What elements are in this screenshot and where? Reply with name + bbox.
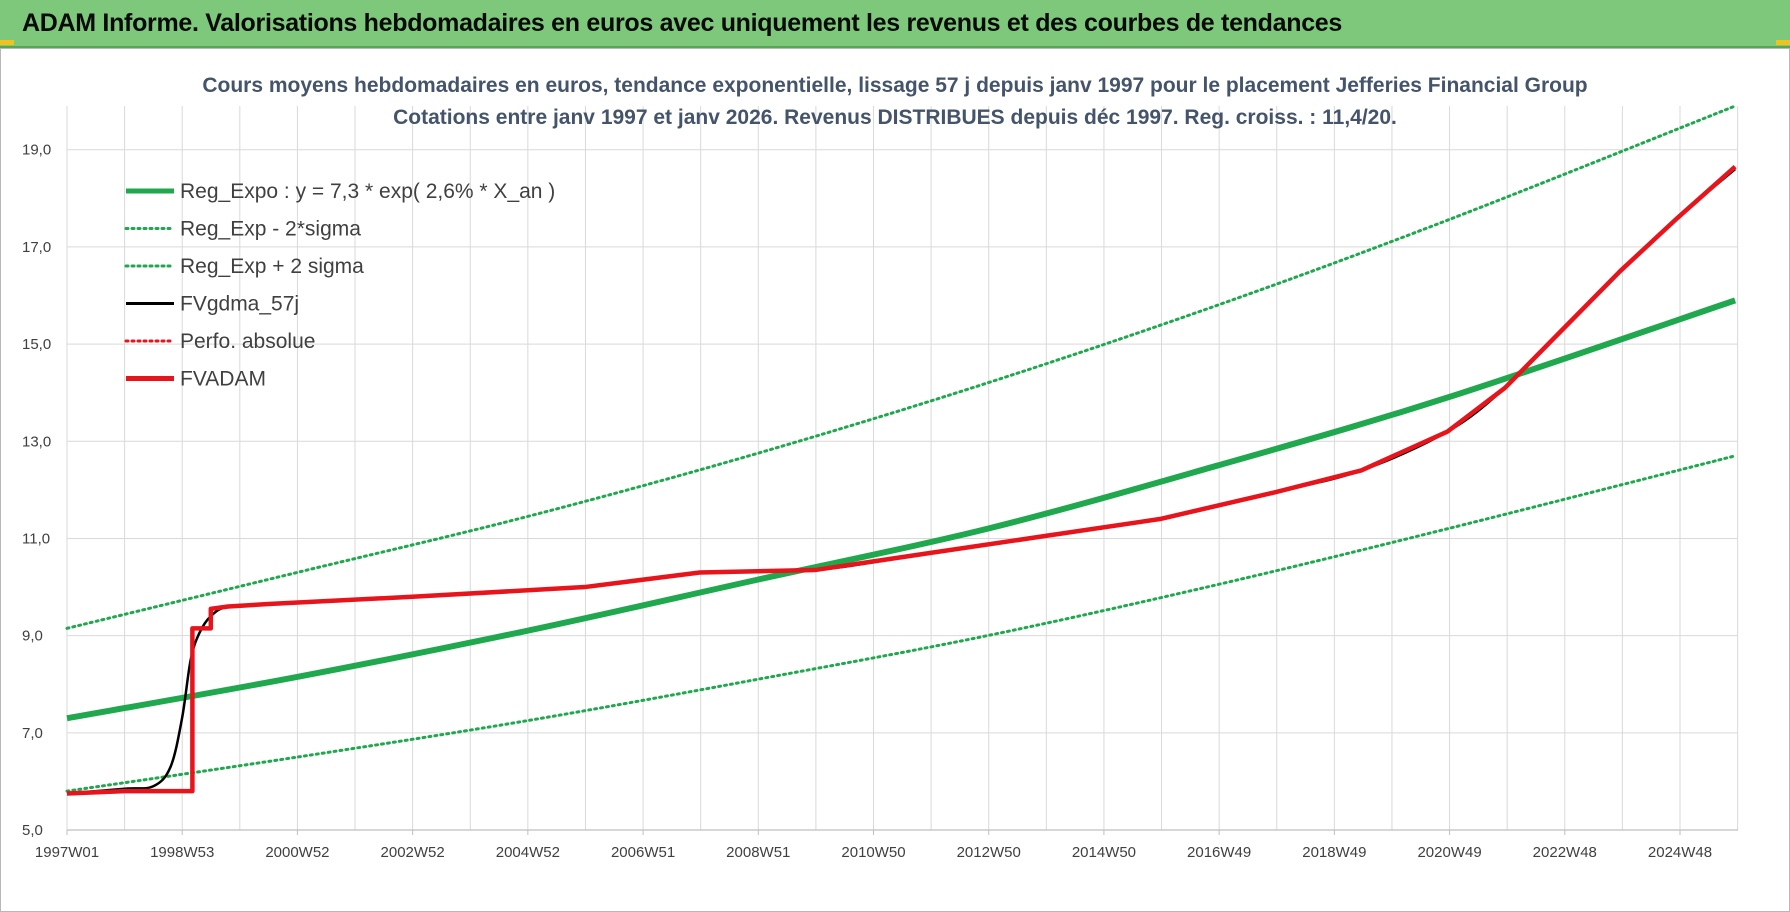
x-tick-label: 2018W49	[1302, 844, 1366, 861]
x-tick-label: 2006W51	[611, 844, 675, 861]
x-tick-label: 2014W50	[1072, 844, 1136, 861]
grid	[66, 106, 1739, 831]
chart-title-line-1: Cours moyens hebdomadaires en euros, ten…	[202, 74, 1587, 97]
x-tick-label: 2000W52	[265, 844, 329, 861]
y-tick-label: 9,0	[22, 628, 43, 645]
series-reg-expo	[66, 297, 1737, 722]
corner-marker-left	[0, 40, 14, 45]
x-tick-label: 2012W50	[957, 844, 1021, 861]
legend-fvgdma-57j-label: FVgdma_57j	[180, 293, 299, 316]
legend: Reg_Expo : y = 7,3 * exp( 2,6% * X_an ) R…	[124, 180, 555, 391]
x-tick-label: 2010W50	[841, 844, 905, 861]
x-tick-label: 2022W48	[1533, 844, 1597, 861]
x-tick-label: 2020W49	[1417, 844, 1481, 861]
legend-perfo-absolue-label: Perfo. absolue	[180, 330, 315, 353]
x-tick-label: 2002W52	[381, 844, 445, 861]
y-tick-label: 13,0	[22, 433, 51, 450]
y-tick-label: 15,0	[22, 336, 51, 353]
legend-reg-plus-2sigma-label: Reg_Exp + 2 sigma	[180, 255, 364, 278]
legend-reg-minus-2sigma-label: Reg_Exp - 2*sigma	[180, 218, 361, 241]
y-tick-label: 11,0	[22, 530, 50, 547]
chart-title: Cours moyens hebdomadaires en euros, ten…	[202, 74, 1587, 129]
report-title: ADAM Informe. Valorisations hebdomadaire…	[22, 9, 1343, 37]
legend-reg-expo-label: Reg_Expo : y = 7,3 * exp( 2,6% * X_an )	[180, 180, 555, 203]
x-axis: 1997W01 1998W53 2000W52 2002W52 2004W52 2006W…	[35, 830, 1712, 861]
chart-title-line-2: Cotations entre janv 1997 et janv 2026. …	[393, 106, 1397, 129]
series	[65, 104, 1737, 796]
x-tick-label: 1997W01	[35, 844, 99, 861]
corner-marker-right	[1776, 40, 1790, 45]
x-tick-label: 2008W51	[726, 844, 790, 861]
legend-fvadam-label: FVADAM	[180, 368, 266, 391]
y-tick-label: 5,0	[22, 822, 43, 839]
x-tick-label: 1998W53	[150, 844, 214, 861]
series-reg-minus-2sigma	[65, 454, 1737, 793]
y-tick-label: 17,0	[22, 239, 51, 256]
x-tick-label: 2016W49	[1187, 844, 1251, 861]
series-fvadam	[66, 165, 1737, 796]
series-reg-plus-2sigma	[65, 104, 1737, 630]
report-header: ADAM Informe. Valorisations hebdomadaire…	[0, 0, 1790, 48]
y-tick-label: 7,0	[22, 725, 43, 742]
x-tick-label: 2024W48	[1648, 844, 1712, 861]
x-tick-label: 2004W52	[496, 844, 560, 861]
y-axis: 5,0 7,0 9,0 11,0 13,0 15,0 17,0 19,0	[22, 142, 51, 839]
y-tick-label: 19,0	[22, 142, 51, 159]
